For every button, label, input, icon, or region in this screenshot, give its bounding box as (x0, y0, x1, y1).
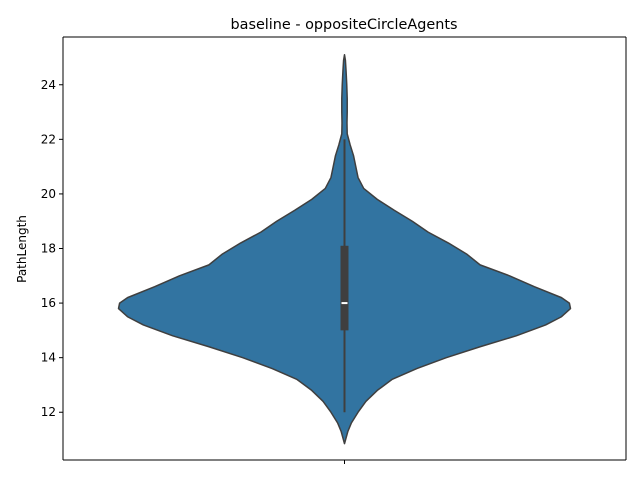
violin-iqr-box (340, 245, 349, 331)
y-tick-label: 24 (41, 78, 56, 92)
y-tick-label: 16 (41, 296, 56, 310)
y-tick-label: 20 (41, 187, 56, 201)
y-tick-label: 12 (41, 405, 56, 419)
y-axis: 12 14 16 18 20 22 24 (41, 78, 63, 419)
y-tick-label: 14 (41, 351, 56, 365)
y-tick-label: 22 (41, 132, 56, 146)
chart-title: baseline - oppositeCircleAgents (231, 17, 458, 33)
plot-area (62, 36, 627, 461)
y-tick-label: 18 (41, 242, 56, 256)
y-axis-label: PathLength (15, 215, 29, 283)
